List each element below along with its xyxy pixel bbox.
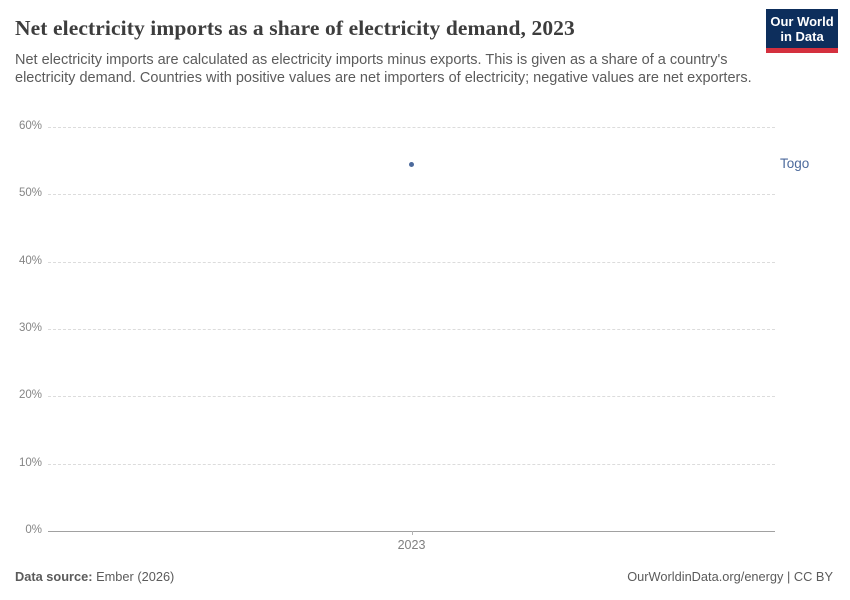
gridline [48,127,775,128]
y-axis-tick-label: 20% [18,389,42,402]
owid-logo-line1: Our World [770,13,834,29]
x-axis-tick-label: 2023 [397,538,426,552]
gridline [48,261,775,263]
chart-title: Net electricity imports as a share of el… [15,16,575,40]
data-source-value: Ember (2026) [92,569,175,584]
owid-logo-line2: in Data [780,28,824,44]
data-source-label: Data source: [15,569,93,584]
gridline [48,194,775,196]
x-axis-tick [411,531,413,535]
data-point-togo[interactable] [409,161,414,167]
y-axis-tick-label: 50% [18,187,42,200]
y-axis-tick-label: 40% [18,254,42,267]
entity-label-togo[interactable]: Togo [780,156,810,172]
y-axis-tick-label: 60% [18,120,42,132]
y-axis-tick-label: 10% [18,456,42,469]
gridline [48,463,775,465]
y-axis-tick-label: 30% [18,322,42,334]
data-source-note[interactable]: Data source: Ember (2026) [15,569,174,584]
owid-logo[interactable]: Our World in Data [766,9,838,53]
gridline [48,396,775,398]
chart-subtitle: Net electricity imports are calculated a… [15,52,752,86]
y-axis-tick-label: 0% [25,524,42,536]
gridline [48,329,775,330]
owid-url-license-link[interactable]: OurWorldinData.org/energy | CC BY [627,569,833,584]
